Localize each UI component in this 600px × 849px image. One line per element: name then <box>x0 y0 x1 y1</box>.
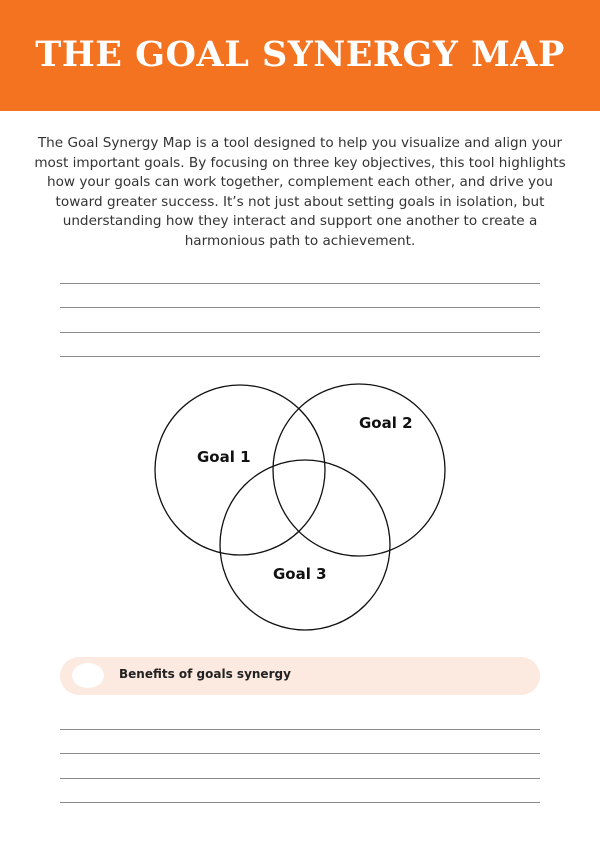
goal-2-label: Goal 2 <box>359 414 413 432</box>
goal-1-circle <box>154 384 326 556</box>
writing-line[interactable] <box>60 802 540 803</box>
writing-line[interactable] <box>60 753 540 754</box>
intro-paragraph: The Goal Synergy Map is a tool designed … <box>34 135 566 249</box>
writing-line[interactable] <box>60 356 540 357</box>
bullet-dot-icon <box>72 663 104 688</box>
page-title: THE GOAL SYNERGY MAP <box>35 34 565 75</box>
writing-line[interactable] <box>60 332 540 333</box>
header-banner: THE GOAL SYNERGY MAP <box>0 0 600 111</box>
goal-3-circle <box>219 459 391 631</box>
writing-line[interactable] <box>60 729 540 730</box>
writing-line[interactable] <box>60 283 540 284</box>
benefits-section-header: Benefits of goals synergy <box>60 657 540 695</box>
writing-line[interactable] <box>60 778 540 779</box>
goal-2-circle <box>272 383 446 557</box>
writing-line[interactable] <box>60 307 540 308</box>
goal-1-label: Goal 1 <box>197 448 251 466</box>
goal-3-label: Goal 3 <box>273 565 327 583</box>
benefits-label: Benefits of goals synergy <box>119 667 291 681</box>
